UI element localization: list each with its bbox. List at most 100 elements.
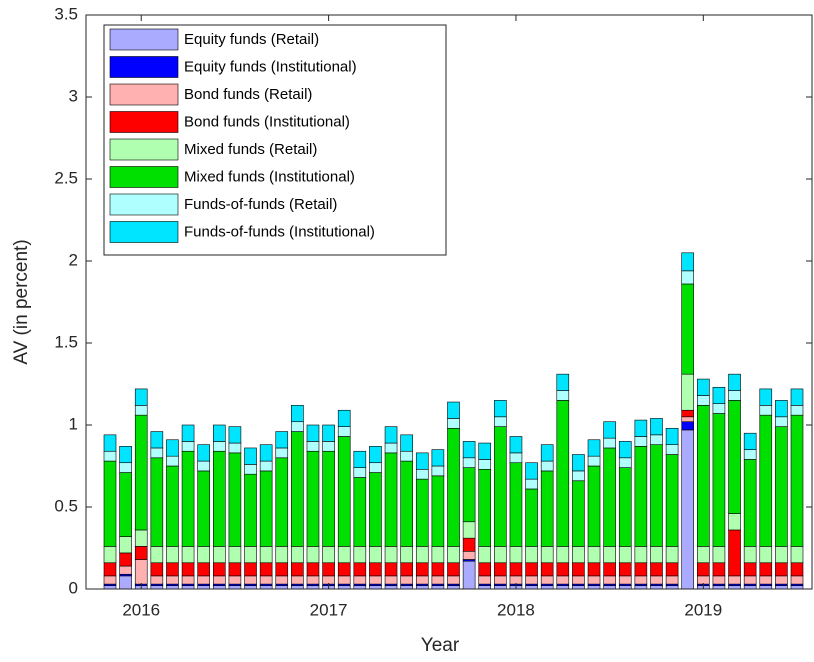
bar-segment bbox=[119, 472, 132, 537]
bar-segment bbox=[634, 562, 648, 577]
bar-segment bbox=[618, 546, 632, 564]
bar-segment bbox=[556, 575, 570, 585]
bar-segment bbox=[494, 426, 507, 547]
bar-segment bbox=[650, 575, 663, 585]
bar-segment bbox=[275, 575, 289, 585]
legend-swatch bbox=[109, 56, 179, 78]
bar-segment bbox=[306, 450, 320, 547]
bar-segment bbox=[322, 546, 335, 564]
bar-segment bbox=[181, 450, 195, 547]
bar-segment bbox=[306, 546, 320, 564]
bar-segment bbox=[228, 426, 242, 444]
bar-segment bbox=[181, 546, 195, 564]
bar-segment bbox=[369, 462, 382, 473]
bar-segment bbox=[291, 405, 304, 423]
bar-segment bbox=[743, 459, 757, 547]
bar-segment bbox=[244, 447, 257, 465]
bar-segment bbox=[462, 467, 476, 523]
bar-segment bbox=[415, 452, 429, 470]
bar-segment bbox=[790, 562, 804, 577]
bar-segment bbox=[384, 426, 398, 444]
bar-segment bbox=[103, 450, 117, 462]
bar-segment bbox=[743, 546, 757, 564]
bar-segment bbox=[369, 472, 382, 547]
bar-segment bbox=[337, 546, 351, 564]
bar-segment bbox=[556, 373, 570, 391]
bar-segment bbox=[478, 562, 492, 577]
bar-segment bbox=[244, 464, 257, 475]
bar-segment bbox=[634, 419, 648, 437]
bar-segment bbox=[134, 414, 148, 531]
bar-segment bbox=[134, 388, 148, 406]
bar-segment bbox=[572, 575, 585, 585]
bar-segment bbox=[759, 562, 773, 577]
bar-segment bbox=[369, 446, 382, 464]
bar-segment bbox=[494, 562, 507, 577]
bar-segment bbox=[197, 546, 210, 564]
bar-segment bbox=[743, 449, 757, 460]
bar-segment bbox=[212, 546, 226, 564]
legend-label: Equity funds (Institutional) bbox=[184, 58, 357, 75]
bar-segment bbox=[665, 546, 679, 564]
bar-segment bbox=[603, 575, 616, 585]
bar-segment bbox=[665, 575, 679, 585]
bar-segment bbox=[540, 562, 554, 577]
bar-segment bbox=[244, 473, 257, 547]
bar-segment bbox=[119, 552, 132, 567]
bar-segment bbox=[259, 546, 273, 564]
bar-segment bbox=[540, 575, 554, 585]
bar-segment bbox=[728, 513, 741, 531]
bar-segment bbox=[400, 562, 413, 577]
bar-segment bbox=[525, 462, 538, 480]
bar-segment bbox=[415, 575, 429, 585]
bar-segment bbox=[587, 465, 601, 547]
bar-segment bbox=[150, 457, 164, 547]
bar-segment bbox=[478, 442, 492, 460]
bar-segment bbox=[150, 562, 164, 577]
y-tick-label: 0 bbox=[69, 578, 78, 597]
bar-segment bbox=[212, 562, 226, 577]
legend-swatch bbox=[109, 193, 179, 216]
bar-segment bbox=[665, 444, 679, 455]
bar-segment bbox=[431, 449, 445, 467]
bar-segment bbox=[478, 459, 492, 470]
bar-segment bbox=[478, 575, 492, 585]
bar-segment bbox=[384, 575, 398, 585]
bar-segment bbox=[322, 450, 335, 547]
bar-segment bbox=[353, 546, 367, 564]
bar-segment bbox=[322, 562, 335, 577]
bar-segment bbox=[681, 252, 695, 272]
bar-segment bbox=[728, 373, 741, 391]
bar-segment bbox=[291, 421, 304, 432]
legend-label: Mixed funds (Institutional) bbox=[184, 168, 355, 185]
x-tick-label: 2017 bbox=[310, 600, 348, 619]
bar-segment bbox=[181, 441, 195, 452]
bar-segment bbox=[415, 468, 429, 480]
bar-segment bbox=[228, 562, 242, 577]
bar-segment bbox=[353, 467, 367, 478]
bar-segment bbox=[743, 562, 757, 577]
bar-segment bbox=[728, 529, 741, 577]
bar-segment bbox=[509, 462, 523, 547]
x-tick-label: 2019 bbox=[684, 600, 722, 619]
bar-segment bbox=[556, 562, 570, 577]
bar-segment bbox=[181, 575, 195, 585]
bar-segment bbox=[650, 546, 663, 564]
bar-segment bbox=[509, 575, 523, 585]
bar-segment bbox=[353, 477, 367, 547]
bar-segment bbox=[212, 450, 226, 547]
bar-segment bbox=[291, 562, 304, 577]
bar-segment bbox=[275, 431, 289, 449]
bar-segment bbox=[166, 465, 179, 547]
bar-segment bbox=[462, 560, 476, 590]
bar-segment bbox=[681, 270, 695, 285]
y-tick-label: 1.5 bbox=[54, 332, 78, 351]
bar-segment bbox=[681, 283, 695, 375]
bar-segment bbox=[384, 442, 398, 454]
bar-segment bbox=[650, 444, 663, 547]
bar-segment bbox=[337, 575, 351, 585]
bar-segment bbox=[603, 437, 616, 449]
bar-segment bbox=[618, 575, 632, 585]
bar-segment bbox=[244, 546, 257, 564]
y-tick-label: 1 bbox=[69, 414, 78, 433]
